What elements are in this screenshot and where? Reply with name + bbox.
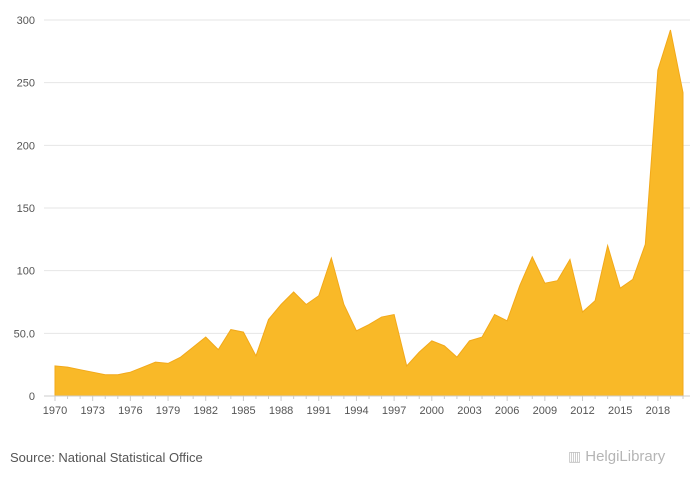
brand-logo[interactable]: ▥ HelgiLibrary (568, 448, 665, 465)
x-tick-label: 2009 (533, 405, 557, 417)
x-tick-label: 2015 (608, 405, 632, 417)
x-tick-label: 2006 (495, 405, 519, 417)
area-chart: 0 50.0 100 150 200 250 300 1970 1973 1976 1979 1982… (14, 15, 690, 417)
x-tick-label: 2003 (457, 405, 481, 417)
axes: 0 50.0 100 150 200 250 300 1970 1973 1976 1979 1982… (14, 15, 690, 417)
y-tick-label: 50.0 (14, 328, 35, 340)
y-tick-label: 150 (17, 203, 35, 215)
y-tick-label: 250 (17, 78, 35, 90)
x-tick-label: 1982 (193, 405, 217, 417)
source-note: Source: National Statistical Office (10, 450, 203, 465)
x-tick-label: 1970 (43, 405, 67, 417)
y-tick-label: 300 (17, 15, 35, 27)
x-tick-label: 1997 (382, 405, 406, 417)
brand-name: HelgiLibrary (585, 448, 666, 465)
series-area (54, 29, 684, 397)
x-tick-label: 1985 (231, 405, 255, 417)
x-tick-label: 2018 (646, 405, 670, 417)
x-tick-label: 2012 (570, 405, 594, 417)
x-tick-label: 2000 (420, 405, 444, 417)
x-tick-label: 1976 (118, 405, 142, 417)
y-tick-label: 0 (29, 391, 35, 403)
y-tick-label: 200 (17, 140, 35, 152)
x-tick-label: 1979 (156, 405, 180, 417)
x-tick-label: 1988 (269, 405, 293, 417)
x-tick-label: 1991 (307, 405, 331, 417)
series-area-fill (54, 29, 684, 397)
helgilibrary-logo-icon: ▥ (568, 448, 582, 464)
x-tick-label: 1973 (80, 405, 104, 417)
x-tick-label: 1994 (344, 405, 368, 417)
gridlines (44, 19, 690, 334)
y-tick-label: 100 (17, 266, 35, 278)
